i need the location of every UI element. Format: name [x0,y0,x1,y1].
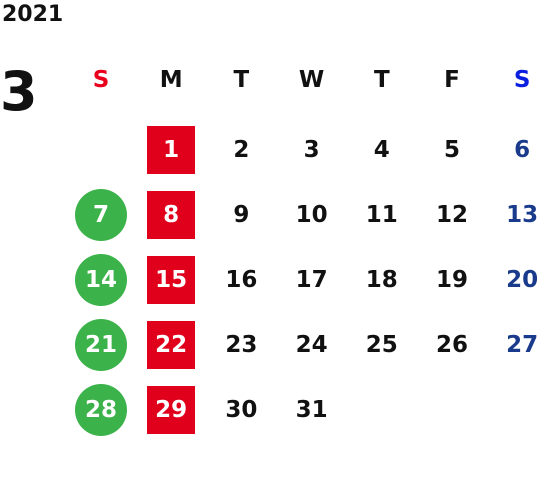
day: 12 [435,202,468,228]
weekday-header: T [373,67,390,93]
day: 26 [435,332,468,358]
day: 21 [75,319,127,371]
day: 29 [147,386,196,434]
day: 17 [295,267,328,293]
day: 10 [295,202,328,228]
weekday-header: T [233,67,250,93]
year: 2021 [2,2,64,27]
day: 15 [147,256,196,304]
day: 27 [506,332,539,358]
weekday-header: S [513,67,531,93]
day: 5 [443,137,460,163]
day: 1 [147,126,196,174]
day: 9 [233,202,250,228]
day: 8 [147,191,196,239]
weekday-header: F [444,67,460,93]
day: 11 [365,202,398,228]
weekday-header: S [92,67,110,93]
day: 14 [75,254,127,306]
month: 3 [0,60,38,123]
day: 4 [373,137,390,163]
day: 31 [295,397,328,423]
day: 2 [233,137,250,163]
day: 3 [303,137,320,163]
day: 6 [514,137,531,163]
day: 25 [365,332,398,358]
weekday-header: M [159,67,183,93]
day: 16 [225,267,258,293]
day: 24 [295,332,328,358]
day: 19 [435,267,468,293]
day: 22 [147,321,196,369]
day: 30 [225,397,258,423]
day: 7 [75,189,127,241]
day: 18 [365,267,398,293]
day: 13 [506,202,539,228]
day: 20 [506,267,539,293]
day: 28 [75,384,127,436]
day: 23 [225,332,258,358]
weekday-header: W [298,67,325,93]
